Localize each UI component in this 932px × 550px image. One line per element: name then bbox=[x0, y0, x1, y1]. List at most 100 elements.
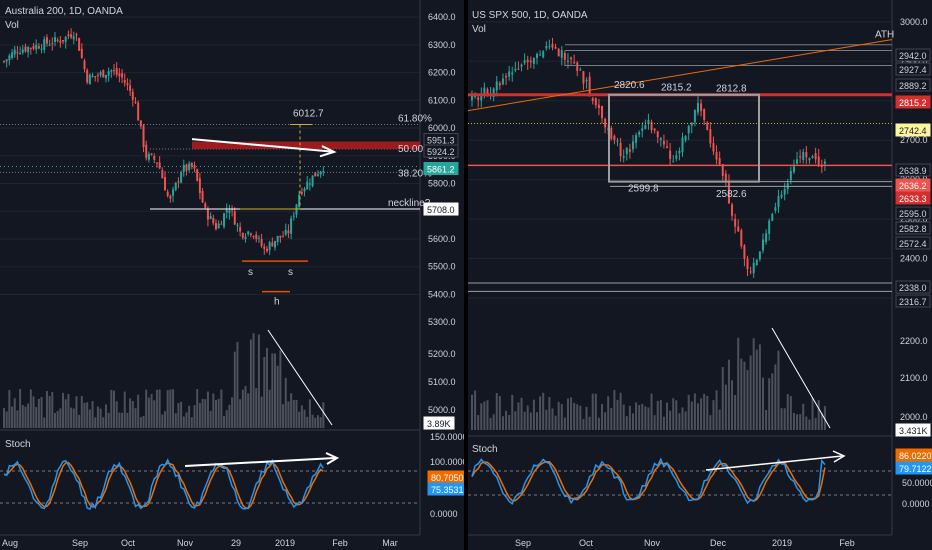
volume-bar bbox=[492, 414, 495, 430]
volume-bar bbox=[523, 411, 526, 430]
volume-bar bbox=[64, 399, 67, 428]
candle-body bbox=[560, 50, 563, 58]
volume-bar bbox=[489, 417, 492, 430]
volume-bar bbox=[715, 390, 718, 430]
volume-bar bbox=[212, 393, 215, 428]
volume-bar bbox=[554, 415, 557, 430]
volume-bar bbox=[681, 407, 684, 430]
candle-body bbox=[746, 258, 749, 270]
volume-bar bbox=[712, 400, 715, 430]
ath-label: ATH bbox=[875, 30, 894, 41]
chart-spx500[interactable]: 3000.02900.02800.02700.02600.02500.02400… bbox=[467, 0, 932, 548]
time-tick-label: Oct bbox=[121, 538, 136, 548]
candle-body bbox=[316, 174, 319, 176]
candle-body bbox=[508, 71, 511, 77]
candle-body bbox=[604, 118, 607, 128]
volume-bar bbox=[53, 413, 56, 428]
volume-bar bbox=[783, 408, 786, 430]
stoch-d-tag: 80.7050 bbox=[427, 470, 465, 484]
shoulder-left-label: s bbox=[248, 267, 253, 278]
volume-tick-label: 5100.0 bbox=[428, 377, 456, 387]
candle-body bbox=[172, 189, 175, 196]
price-trend-arrow bbox=[191, 138, 333, 153]
candle-body bbox=[247, 231, 250, 234]
candle-body bbox=[94, 76, 97, 78]
candle-body bbox=[45, 37, 48, 44]
candle-body bbox=[517, 68, 520, 70]
candle-body bbox=[83, 60, 86, 70]
candle-body bbox=[532, 58, 535, 64]
volume-bar bbox=[21, 405, 24, 428]
volume-bar bbox=[560, 404, 563, 430]
volume-bar bbox=[236, 341, 239, 428]
volume-bar bbox=[631, 413, 634, 430]
candle-body bbox=[314, 172, 317, 177]
price-level-tag: 2927.4 bbox=[895, 62, 931, 76]
price-level-tag-text: 2572.4 bbox=[899, 239, 927, 249]
resistance-zone bbox=[192, 141, 420, 150]
candle-body bbox=[129, 85, 132, 91]
candle-body bbox=[3, 61, 5, 63]
candle-body bbox=[486, 89, 489, 97]
volume-bar bbox=[740, 358, 743, 430]
volume-tick-label: 2100.0 bbox=[900, 373, 928, 383]
candle-body bbox=[477, 97, 480, 100]
volume-bar bbox=[505, 410, 508, 430]
candle-body bbox=[5, 59, 8, 62]
candle-body bbox=[115, 68, 118, 75]
volume-bar bbox=[532, 399, 535, 430]
price-tick-label: 5600.0 bbox=[428, 234, 456, 244]
volume-bar bbox=[610, 407, 613, 430]
volume-bar bbox=[306, 416, 309, 428]
candle-body bbox=[650, 122, 653, 131]
volume-bar bbox=[594, 393, 597, 430]
volume-bar bbox=[786, 393, 789, 430]
volume-bar bbox=[647, 407, 650, 430]
price-level-tag-text: 2633.3 bbox=[899, 194, 927, 204]
volume-bar bbox=[295, 399, 298, 428]
price-level-tag-text: 2638.9 bbox=[899, 166, 927, 176]
candle-body bbox=[198, 178, 201, 194]
candle-body bbox=[303, 188, 306, 192]
candle-body bbox=[526, 59, 529, 63]
candle-body bbox=[666, 146, 669, 148]
candle-body bbox=[721, 164, 724, 176]
candle-body bbox=[817, 156, 820, 165]
candle-body bbox=[86, 69, 89, 83]
candle-body bbox=[641, 128, 644, 131]
volume-bar bbox=[13, 398, 16, 428]
volume-bar bbox=[768, 378, 771, 430]
fib-50-label: 50.00% bbox=[398, 144, 432, 155]
volume-bar bbox=[656, 400, 659, 430]
candle-body bbox=[563, 53, 566, 60]
candle-body bbox=[557, 48, 560, 57]
candle-body bbox=[706, 122, 709, 130]
volume-bar bbox=[734, 395, 737, 430]
candle-body bbox=[239, 227, 242, 232]
stoch-k-tag: 79.7122 bbox=[895, 461, 932, 475]
volume-bar bbox=[247, 393, 250, 428]
candle-body bbox=[13, 49, 16, 55]
price-level-tag-text: 2927.4 bbox=[899, 65, 927, 75]
candle-body bbox=[505, 75, 508, 78]
price-arrowhead bbox=[319, 145, 337, 158]
candle-body bbox=[480, 94, 483, 101]
candle-body bbox=[675, 155, 678, 159]
chart-australia200[interactable]: 6400.06300.06200.06100.06000.05900.05800… bbox=[0, 0, 468, 548]
volume-bar bbox=[126, 412, 129, 428]
candle-body bbox=[591, 98, 594, 101]
volume-bar bbox=[588, 416, 591, 430]
volume-bar bbox=[316, 415, 319, 428]
candle-body bbox=[669, 150, 672, 160]
candle-body bbox=[749, 271, 752, 273]
price-tick-label: 5800.0 bbox=[428, 179, 456, 189]
volume-bar bbox=[3, 408, 5, 428]
volume-bar bbox=[290, 393, 293, 428]
volume-bar bbox=[573, 402, 576, 430]
volume-bar bbox=[131, 400, 134, 428]
candle-body bbox=[16, 52, 19, 54]
volume-bar bbox=[115, 401, 118, 428]
stoch-d-line bbox=[3, 461, 324, 510]
volume-bar bbox=[724, 384, 727, 430]
candle-body bbox=[212, 218, 215, 224]
